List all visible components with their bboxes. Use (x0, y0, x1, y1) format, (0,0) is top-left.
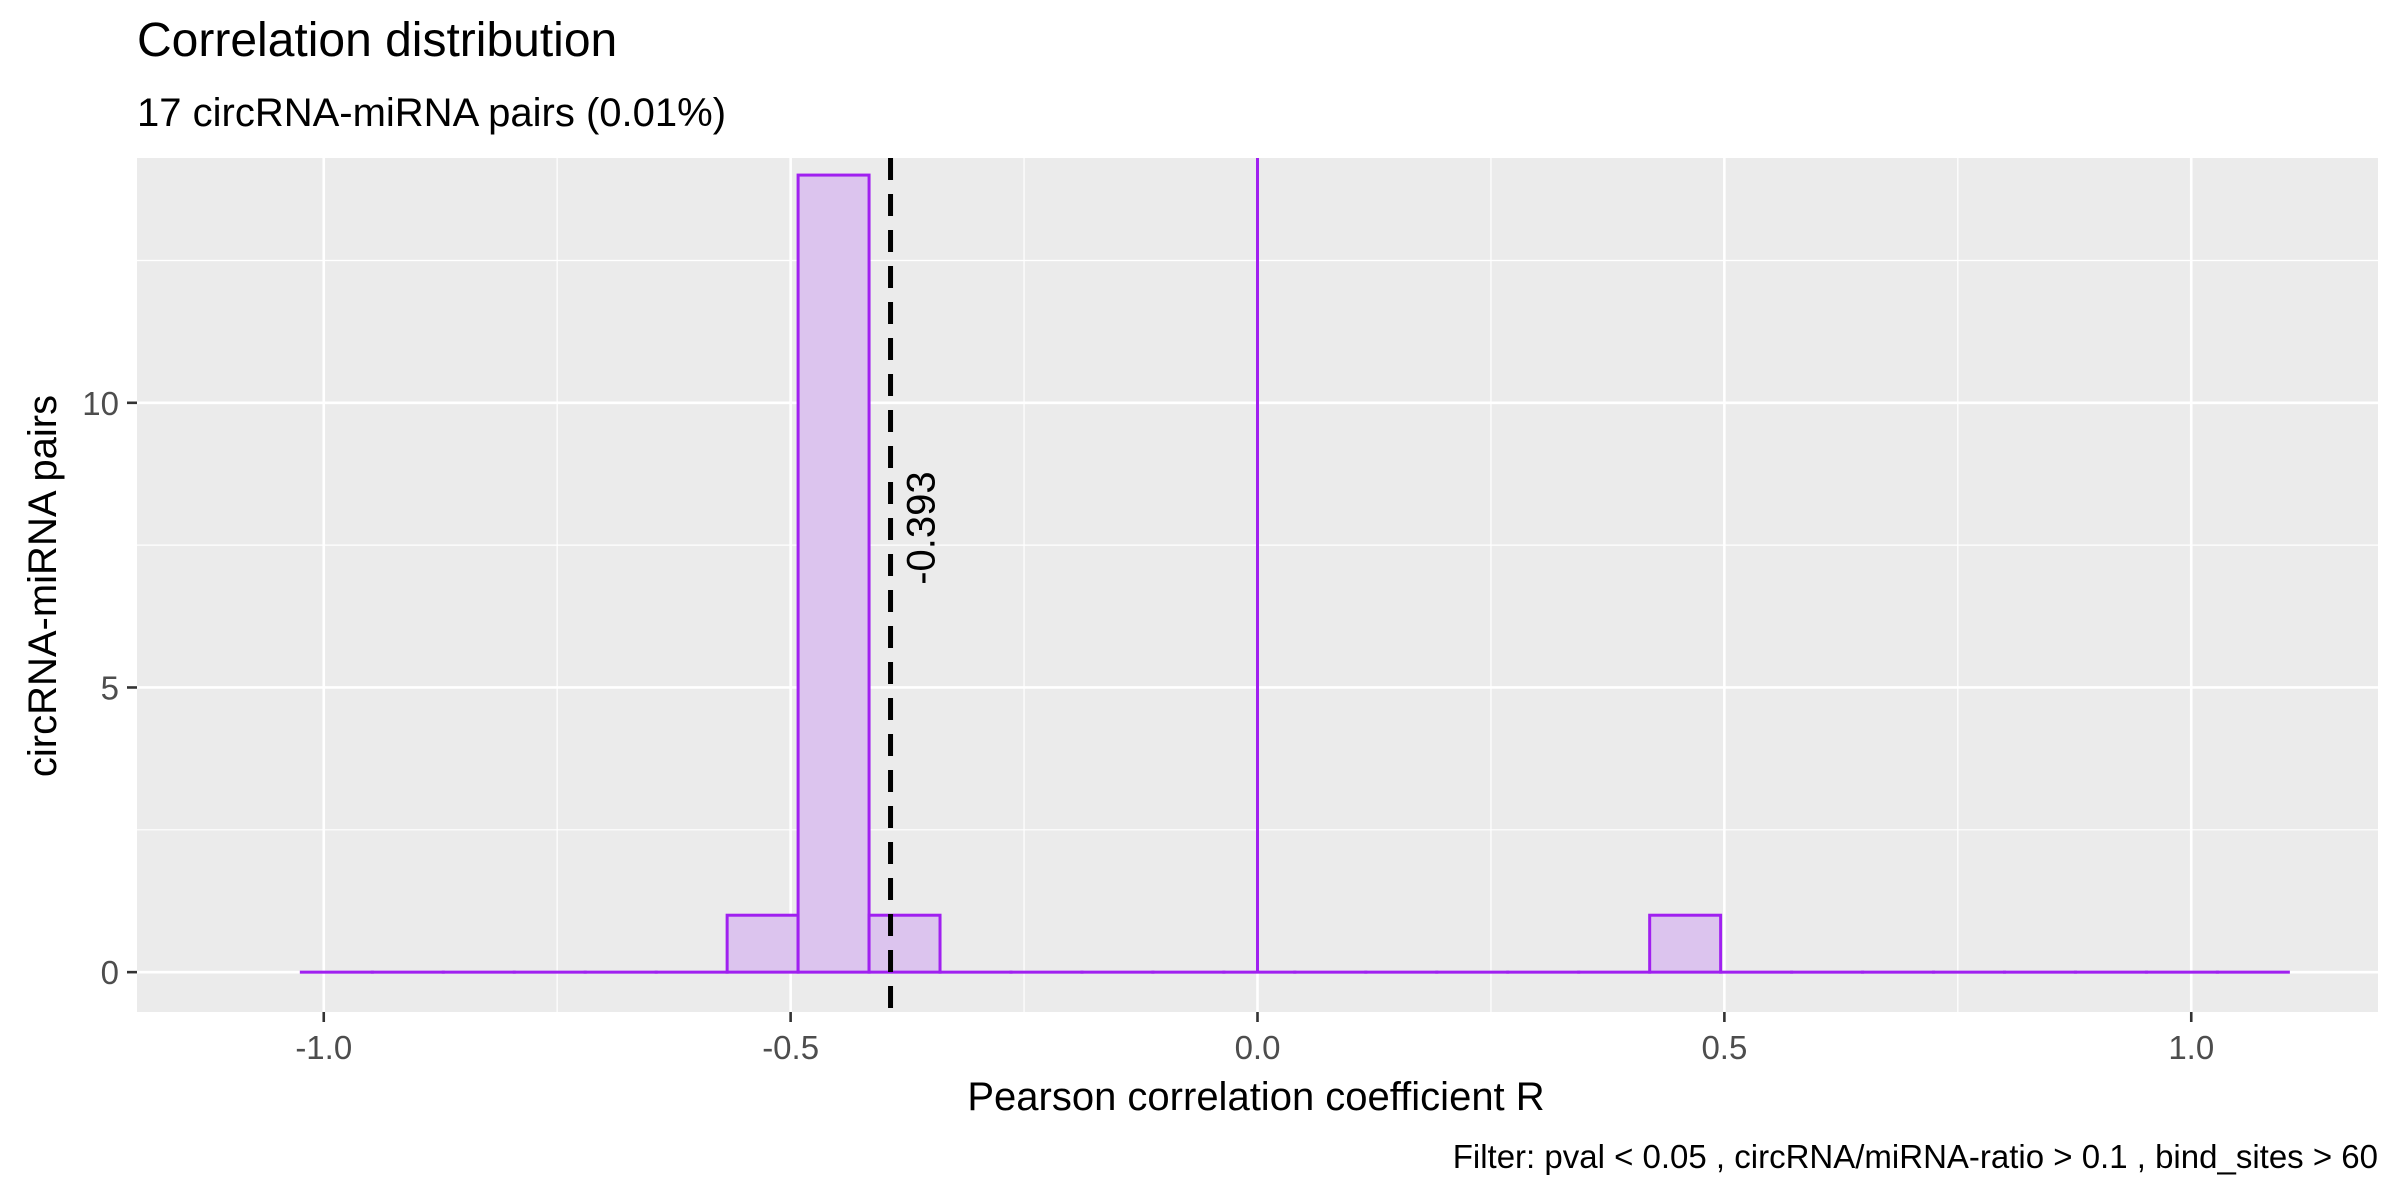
chart-subtitle: 17 circRNA-miRNA pairs (0.01%) (137, 91, 726, 135)
histogram-bar (796, 173, 871, 974)
histogram-bar (1648, 913, 1723, 974)
histogram-bar (867, 913, 942, 974)
reference-lines: -0.393 (888, 158, 1259, 1012)
x-tick-label: -0.5 (762, 1029, 819, 1066)
x-tick-label: 0.5 (1701, 1029, 1747, 1066)
filter-caption: Filter: pval < 0.05 , circRNA/miRNA-rati… (1453, 1138, 2378, 1175)
x-tick-label: 0.0 (1235, 1029, 1281, 1066)
histogram-bar (725, 913, 800, 974)
y-tick-label: 0 (101, 954, 119, 991)
x-tick-label: 1.0 (2168, 1029, 2214, 1066)
y-tick-label: 5 (101, 669, 119, 706)
histogram-bars (299, 173, 2290, 974)
x-tick-label: -1.0 (295, 1029, 352, 1066)
chart-title: Correlation distribution (137, 14, 617, 67)
mean-line-label: -0.393 (900, 471, 944, 584)
y-axis: 0 5 10 (82, 385, 137, 991)
x-axis: -1.0 -0.5 0.0 0.5 1.0 (295, 1012, 2214, 1066)
x-axis-title: Pearson correlation coefficient R (967, 1075, 1544, 1119)
y-tick-label: 10 (82, 385, 119, 422)
y-axis-title: circRNA-miRNA pairs (21, 395, 65, 777)
